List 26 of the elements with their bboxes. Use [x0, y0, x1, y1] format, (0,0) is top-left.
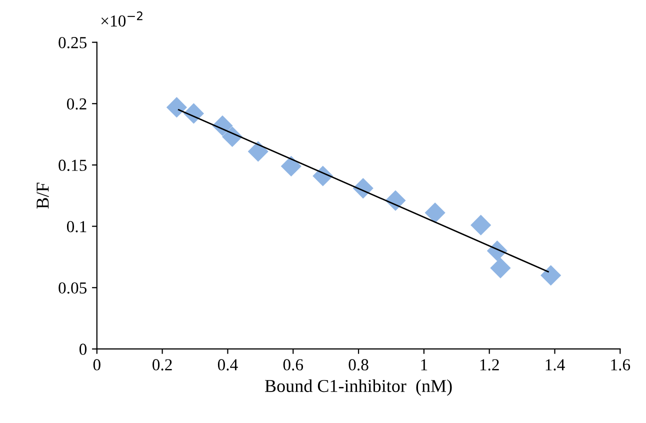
point — [424, 202, 446, 224]
x-tick-label: 0.2 — [152, 359, 172, 370]
point — [540, 265, 562, 286]
point — [212, 115, 233, 136]
point — [166, 97, 187, 118]
y-tick-label: 0.25 — [58, 37, 87, 48]
y-axis-title: B/F — [36, 182, 49, 209]
x-tick-label: 1.2 — [480, 359, 499, 370]
x-tick-label: 0.4 — [218, 359, 238, 370]
y-tick-label: 0.1 — [66, 221, 86, 232]
point — [280, 156, 302, 176]
y-tick-label: 0.05 — [58, 282, 87, 294]
x-tick-label: 0.6 — [283, 359, 304, 370]
y-tick-label: 0.15 — [58, 160, 87, 171]
y-tick-label: 0.2 — [66, 98, 86, 110]
y-tick-label: 0 — [79, 344, 87, 355]
point — [248, 141, 268, 162]
point — [490, 258, 511, 278]
x-tick-label: 1.6 — [611, 359, 630, 370]
x-tick-label: 1.4 — [546, 359, 565, 370]
text: ×10$^{−2}$ — [101, 11, 142, 27]
point — [470, 214, 492, 236]
x-axis-title: Bound C1-inhibitor (nM) — [265, 379, 452, 396]
x-tick-label: 0 — [93, 359, 100, 370]
x-tick-label: 0.8 — [348, 359, 368, 370]
x-tick-label: 1 — [421, 359, 428, 370]
